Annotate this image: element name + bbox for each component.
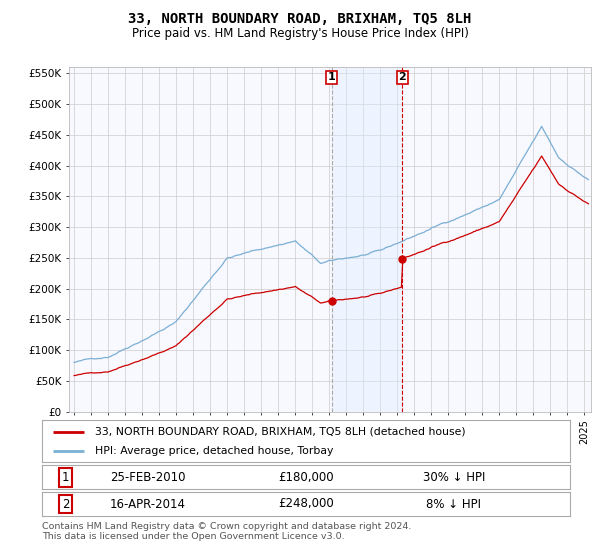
Text: £180,000: £180,000 xyxy=(278,470,334,484)
Text: Price paid vs. HM Land Registry's House Price Index (HPI): Price paid vs. HM Land Registry's House … xyxy=(131,27,469,40)
Text: 2: 2 xyxy=(398,72,406,82)
Text: 8% ↓ HPI: 8% ↓ HPI xyxy=(427,497,481,511)
Text: 16-APR-2014: 16-APR-2014 xyxy=(110,497,185,511)
Text: HPI: Average price, detached house, Torbay: HPI: Average price, detached house, Torb… xyxy=(95,446,333,456)
Bar xyxy=(332,67,402,412)
Text: 1: 1 xyxy=(328,72,335,82)
Text: 30% ↓ HPI: 30% ↓ HPI xyxy=(422,470,485,484)
Text: 33, NORTH BOUNDARY ROAD, BRIXHAM, TQ5 8LH (detached house): 33, NORTH BOUNDARY ROAD, BRIXHAM, TQ5 8L… xyxy=(95,427,466,437)
Text: 2: 2 xyxy=(62,497,70,511)
Text: 25-FEB-2010: 25-FEB-2010 xyxy=(110,470,185,484)
Text: 1: 1 xyxy=(62,470,70,484)
Text: 33, NORTH BOUNDARY ROAD, BRIXHAM, TQ5 8LH: 33, NORTH BOUNDARY ROAD, BRIXHAM, TQ5 8L… xyxy=(128,12,472,26)
Text: £248,000: £248,000 xyxy=(278,497,334,511)
Text: Contains HM Land Registry data © Crown copyright and database right 2024.
This d: Contains HM Land Registry data © Crown c… xyxy=(42,522,412,542)
